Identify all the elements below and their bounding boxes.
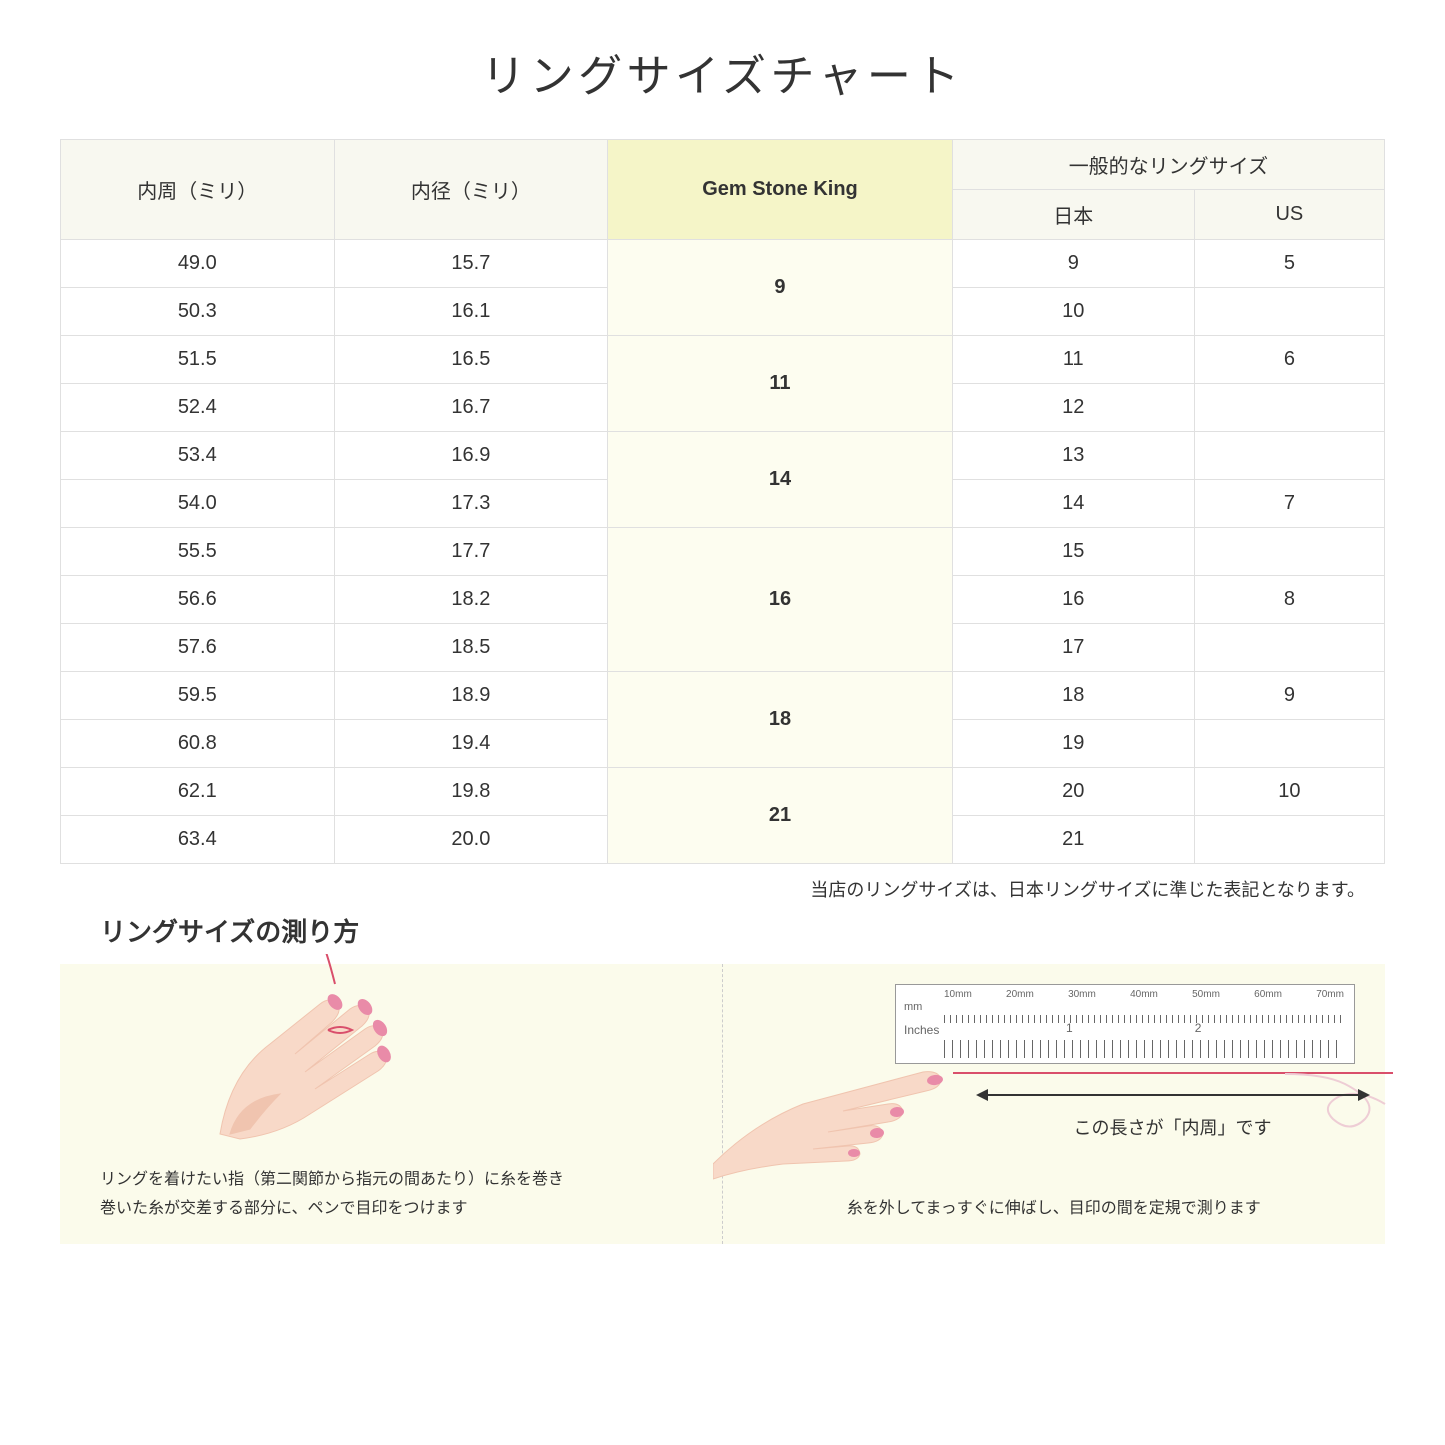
table-row: 53.416.91413 xyxy=(61,432,1385,480)
ruler-mark: 50mm xyxy=(1192,989,1220,1000)
page-title: リングサイズチャート xyxy=(60,40,1385,104)
left-caption: リングを着けたい指（第二関節から指元の間あたり）に糸を巻き 巻いた糸が交差する部… xyxy=(100,1166,682,1224)
cell-brand-size: 18 xyxy=(608,672,953,768)
footnote: 当店のリングサイズは、日本リングサイズに準じた表記となります。 xyxy=(60,876,1385,902)
ruler-mark: 20mm xyxy=(1006,989,1034,1000)
cell-japan: 14 xyxy=(952,480,1194,528)
cell-circumference: 49.0 xyxy=(61,240,335,288)
cell-brand-size: 14 xyxy=(608,432,953,528)
instruction-left: リングを着けたい指（第二関節から指元の間あたり）に糸を巻き 巻いた糸が交差する部… xyxy=(60,964,723,1244)
cell-diameter: 20.0 xyxy=(334,816,608,864)
col-circumference: 内周（ミリ） xyxy=(61,140,335,240)
col-japan: 日本 xyxy=(952,190,1194,240)
cell-diameter: 16.5 xyxy=(334,336,608,384)
cell-japan: 15 xyxy=(952,528,1194,576)
cell-diameter: 16.7 xyxy=(334,384,608,432)
cell-us xyxy=(1194,816,1384,864)
cell-diameter: 17.3 xyxy=(334,480,608,528)
cell-japan: 13 xyxy=(952,432,1194,480)
cell-japan: 19 xyxy=(952,720,1194,768)
table-row: 59.518.918189 xyxy=(61,672,1385,720)
cell-us: 7 xyxy=(1194,480,1384,528)
cell-circumference: 50.3 xyxy=(61,288,335,336)
table-row: 55.517.71615 xyxy=(61,528,1385,576)
cell-us xyxy=(1194,432,1384,480)
cell-us xyxy=(1194,384,1384,432)
instructions-panel: リングを着けたい指（第二関節から指元の間あたり）に糸を巻き 巻いた糸が交差する部… xyxy=(60,964,1385,1244)
cell-us: 10 xyxy=(1194,768,1384,816)
table-row: 62.119.8212010 xyxy=(61,768,1385,816)
cell-us xyxy=(1194,624,1384,672)
instruction-right: 10mm20mm30mm40mm50mm60mm70mm mm Inches 1… xyxy=(723,964,1386,1244)
cell-circumference: 54.0 xyxy=(61,480,335,528)
hand-point-icon xyxy=(713,1034,973,1184)
size-chart-table: 内周（ミリ） 内径（ミリ） Gem Stone King 一般的なリングサイズ … xyxy=(60,139,1385,864)
cell-japan: 10 xyxy=(952,288,1194,336)
cell-diameter: 19.8 xyxy=(334,768,608,816)
cell-diameter: 18.2 xyxy=(334,576,608,624)
cell-us: 6 xyxy=(1194,336,1384,384)
ruler-mark: 70mm xyxy=(1316,989,1344,1000)
ruler-mark: 60mm xyxy=(1254,989,1282,1000)
cell-brand-size: 21 xyxy=(608,768,953,864)
cell-circumference: 51.5 xyxy=(61,336,335,384)
col-brand: Gem Stone King xyxy=(608,140,953,240)
cell-japan: 12 xyxy=(952,384,1194,432)
cell-japan: 20 xyxy=(952,768,1194,816)
cell-japan: 21 xyxy=(952,816,1194,864)
cell-circumference: 59.5 xyxy=(61,672,335,720)
cell-diameter: 19.4 xyxy=(334,720,608,768)
cell-circumference: 55.5 xyxy=(61,528,335,576)
cell-us: 5 xyxy=(1194,240,1384,288)
col-diameter: 内径（ミリ） xyxy=(334,140,608,240)
ruler-mark: 40mm xyxy=(1130,989,1158,1000)
right-caption: 糸を外してまっすぐに伸ばし、目印の間を定規で測ります xyxy=(723,1195,1386,1224)
cell-circumference: 56.6 xyxy=(61,576,335,624)
how-to-title: リングサイズの測り方 xyxy=(100,912,1385,949)
cell-japan: 9 xyxy=(952,240,1194,288)
cell-circumference: 62.1 xyxy=(61,768,335,816)
cell-diameter: 16.9 xyxy=(334,432,608,480)
cell-diameter: 17.7 xyxy=(334,528,608,576)
cell-japan: 17 xyxy=(952,624,1194,672)
cell-circumference: 57.6 xyxy=(61,624,335,672)
hand-wrap-icon xyxy=(180,954,500,1154)
col-us: US xyxy=(1194,190,1384,240)
cell-diameter: 16.1 xyxy=(334,288,608,336)
cell-japan: 16 xyxy=(952,576,1194,624)
cell-diameter: 18.9 xyxy=(334,672,608,720)
ruler-mark: 10mm xyxy=(944,989,972,1000)
measure-arrow xyxy=(978,1094,1368,1096)
arrow-label: この長さが「内周」です xyxy=(978,1114,1368,1140)
cell-brand-size: 9 xyxy=(608,240,953,336)
cell-us xyxy=(1194,288,1384,336)
cell-us xyxy=(1194,528,1384,576)
cell-us xyxy=(1194,720,1384,768)
ruler-mark: 30mm xyxy=(1068,989,1096,1000)
cell-circumference: 52.4 xyxy=(61,384,335,432)
table-row: 51.516.511116 xyxy=(61,336,1385,384)
cell-us: 9 xyxy=(1194,672,1384,720)
table-row: 49.015.7995 xyxy=(61,240,1385,288)
cell-circumference: 60.8 xyxy=(61,720,335,768)
cell-circumference: 53.4 xyxy=(61,432,335,480)
ruler-mm-label: mm xyxy=(904,1001,922,1013)
cell-diameter: 15.7 xyxy=(334,240,608,288)
cell-us: 8 xyxy=(1194,576,1384,624)
cell-diameter: 18.5 xyxy=(334,624,608,672)
col-general: 一般的なリングサイズ xyxy=(952,140,1384,190)
cell-brand-size: 16 xyxy=(608,528,953,672)
cell-circumference: 63.4 xyxy=(61,816,335,864)
cell-japan: 11 xyxy=(952,336,1194,384)
cell-brand-size: 11 xyxy=(608,336,953,432)
cell-japan: 18 xyxy=(952,672,1194,720)
